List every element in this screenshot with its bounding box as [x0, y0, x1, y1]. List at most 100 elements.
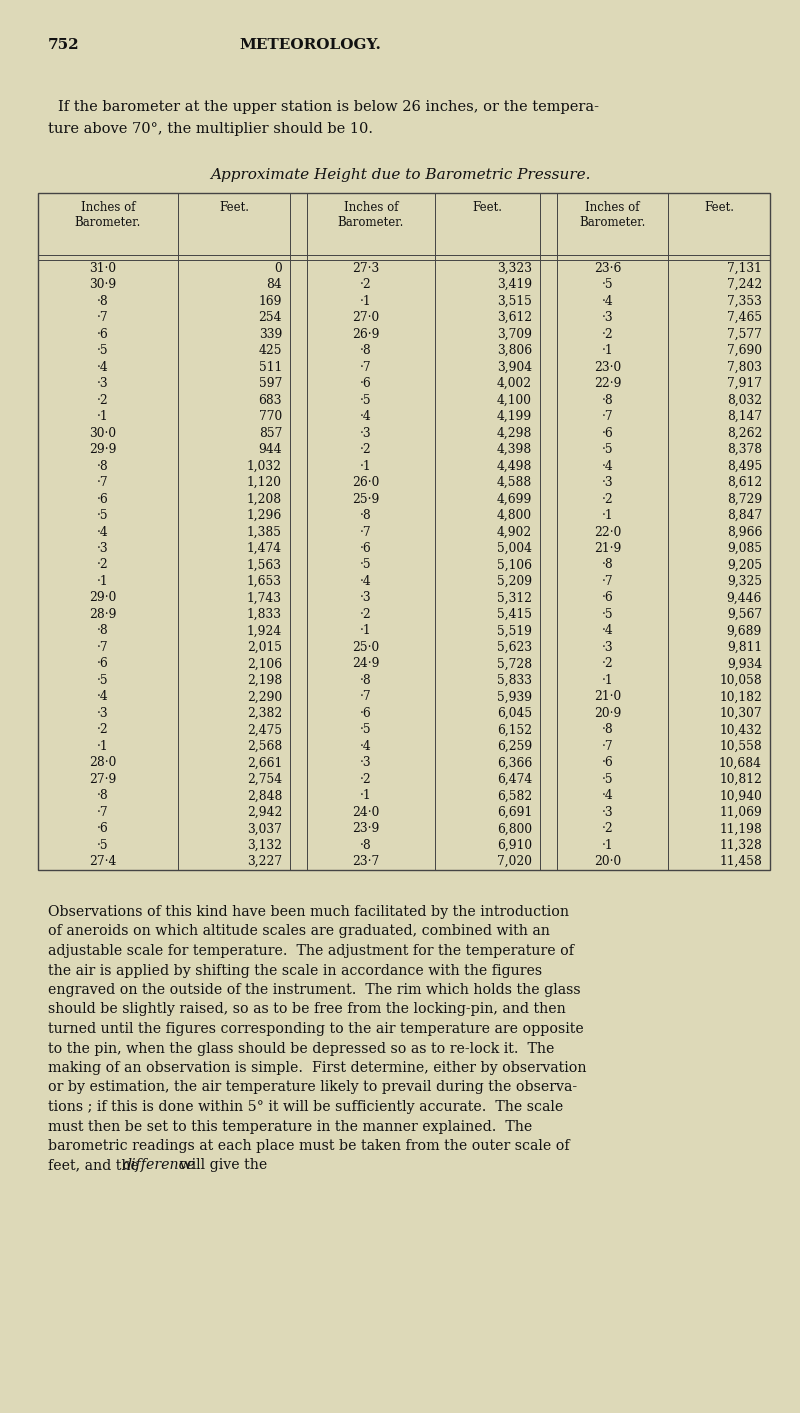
Text: ·1: ·1	[360, 625, 372, 637]
Text: 7,917: 7,917	[727, 377, 762, 390]
Text: 8,495: 8,495	[726, 459, 762, 472]
Text: 7,803: 7,803	[727, 360, 762, 373]
Text: ·3: ·3	[602, 311, 614, 324]
Text: ·6: ·6	[97, 328, 109, 341]
Text: ·5: ·5	[97, 509, 109, 521]
Text: 9,811: 9,811	[727, 642, 762, 654]
Text: 6,045: 6,045	[497, 706, 532, 719]
Text: Observations of this kind have been much facilitated by the introduction: Observations of this kind have been much…	[48, 904, 569, 918]
Text: 1,563: 1,563	[247, 558, 282, 571]
Text: 8,847: 8,847	[726, 509, 762, 521]
Text: 10,307: 10,307	[719, 706, 762, 719]
Text: 25·9: 25·9	[352, 493, 380, 506]
Text: 857: 857	[258, 427, 282, 439]
Text: 4,800: 4,800	[497, 509, 532, 521]
Text: difference: difference	[122, 1159, 195, 1173]
Text: 27·3: 27·3	[352, 261, 380, 274]
Text: ·4: ·4	[360, 740, 372, 753]
Text: 6,259: 6,259	[497, 740, 532, 753]
Text: 2,475: 2,475	[247, 723, 282, 736]
Text: ·5: ·5	[97, 674, 109, 687]
Text: 4,699: 4,699	[497, 493, 532, 506]
Text: 9,085: 9,085	[727, 543, 762, 555]
Text: 7,577: 7,577	[727, 328, 762, 341]
Text: 3,419: 3,419	[497, 278, 532, 291]
Text: ·8: ·8	[360, 345, 372, 357]
Text: ·4: ·4	[360, 575, 372, 588]
Text: ·7: ·7	[97, 476, 109, 489]
Text: ·3: ·3	[360, 592, 372, 605]
Text: ·4: ·4	[97, 526, 109, 538]
Text: ·2: ·2	[602, 328, 614, 341]
Text: 254: 254	[258, 311, 282, 324]
Text: 8,612: 8,612	[726, 476, 762, 489]
Text: ·8: ·8	[602, 394, 614, 407]
Text: 9,567: 9,567	[727, 608, 762, 620]
Text: ·1: ·1	[602, 345, 614, 357]
Text: ·7: ·7	[360, 360, 372, 373]
Text: ·1: ·1	[602, 674, 614, 687]
Text: will give the: will give the	[175, 1159, 272, 1173]
Text: 6,366: 6,366	[497, 756, 532, 769]
Text: ·2: ·2	[360, 608, 372, 620]
Text: 27·0: 27·0	[352, 311, 380, 324]
Text: ·3: ·3	[360, 427, 372, 439]
Text: 6,691: 6,691	[497, 805, 532, 818]
Text: 3,709: 3,709	[497, 328, 532, 341]
Text: 1,120: 1,120	[247, 476, 282, 489]
Text: 3,227: 3,227	[247, 855, 282, 868]
Text: METEOROLOGY.: METEOROLOGY.	[239, 38, 381, 52]
Text: 7,690: 7,690	[727, 345, 762, 357]
Text: 4,199: 4,199	[497, 410, 532, 422]
Text: ·6: ·6	[360, 706, 372, 719]
Bar	[38, 194, 770, 870]
Text: 4,902: 4,902	[497, 526, 532, 538]
Text: 29·0: 29·0	[90, 592, 117, 605]
Text: 5,519: 5,519	[497, 625, 532, 637]
Text: 10,940: 10,940	[719, 790, 762, 803]
Text: 8,262: 8,262	[726, 427, 762, 439]
Text: 26·9: 26·9	[352, 328, 380, 341]
Text: 1,653: 1,653	[247, 575, 282, 588]
Text: ·5: ·5	[602, 278, 614, 291]
Text: ·5: ·5	[360, 558, 372, 571]
Text: 7,131: 7,131	[727, 261, 762, 274]
Text: 4,498: 4,498	[497, 459, 532, 472]
Text: ·1: ·1	[360, 790, 372, 803]
Text: ·5: ·5	[97, 345, 109, 357]
Text: 0: 0	[274, 261, 282, 274]
Text: 5,209: 5,209	[497, 575, 532, 588]
Text: ·3: ·3	[602, 805, 614, 818]
Text: ·6: ·6	[602, 756, 614, 769]
Text: ·5: ·5	[360, 723, 372, 736]
Text: 9,446: 9,446	[726, 592, 762, 605]
Text: ·8: ·8	[360, 674, 372, 687]
Text: 1,385: 1,385	[247, 526, 282, 538]
Text: 1,743: 1,743	[247, 592, 282, 605]
Text: 7,242: 7,242	[726, 278, 762, 291]
Text: adjustable scale for temperature.  The adjustment for the temperature of: adjustable scale for temperature. The ad…	[48, 944, 574, 958]
Text: 6,474: 6,474	[497, 773, 532, 786]
Text: ·1: ·1	[360, 459, 372, 472]
Text: 21·9: 21·9	[594, 543, 621, 555]
Text: 3,037: 3,037	[247, 822, 282, 835]
Text: Feet.: Feet.	[219, 201, 249, 213]
Text: ·1: ·1	[97, 575, 109, 588]
Text: 24·9: 24·9	[352, 657, 380, 670]
Text: ·8: ·8	[97, 625, 109, 637]
Text: ·2: ·2	[602, 493, 614, 506]
Text: ·6: ·6	[360, 377, 372, 390]
Text: 10,058: 10,058	[719, 674, 762, 687]
Text: ·6: ·6	[360, 543, 372, 555]
Text: 9,205: 9,205	[727, 558, 762, 571]
Text: 31·0: 31·0	[90, 261, 117, 274]
Text: ·2: ·2	[97, 394, 109, 407]
Text: 2,015: 2,015	[247, 642, 282, 654]
Text: 1,032: 1,032	[247, 459, 282, 472]
Text: 23·6: 23·6	[594, 261, 621, 274]
Text: ·8: ·8	[97, 790, 109, 803]
Text: 30·9: 30·9	[90, 278, 117, 291]
Text: 8,966: 8,966	[726, 526, 762, 538]
Text: 770: 770	[258, 410, 282, 422]
Text: 597: 597	[258, 377, 282, 390]
